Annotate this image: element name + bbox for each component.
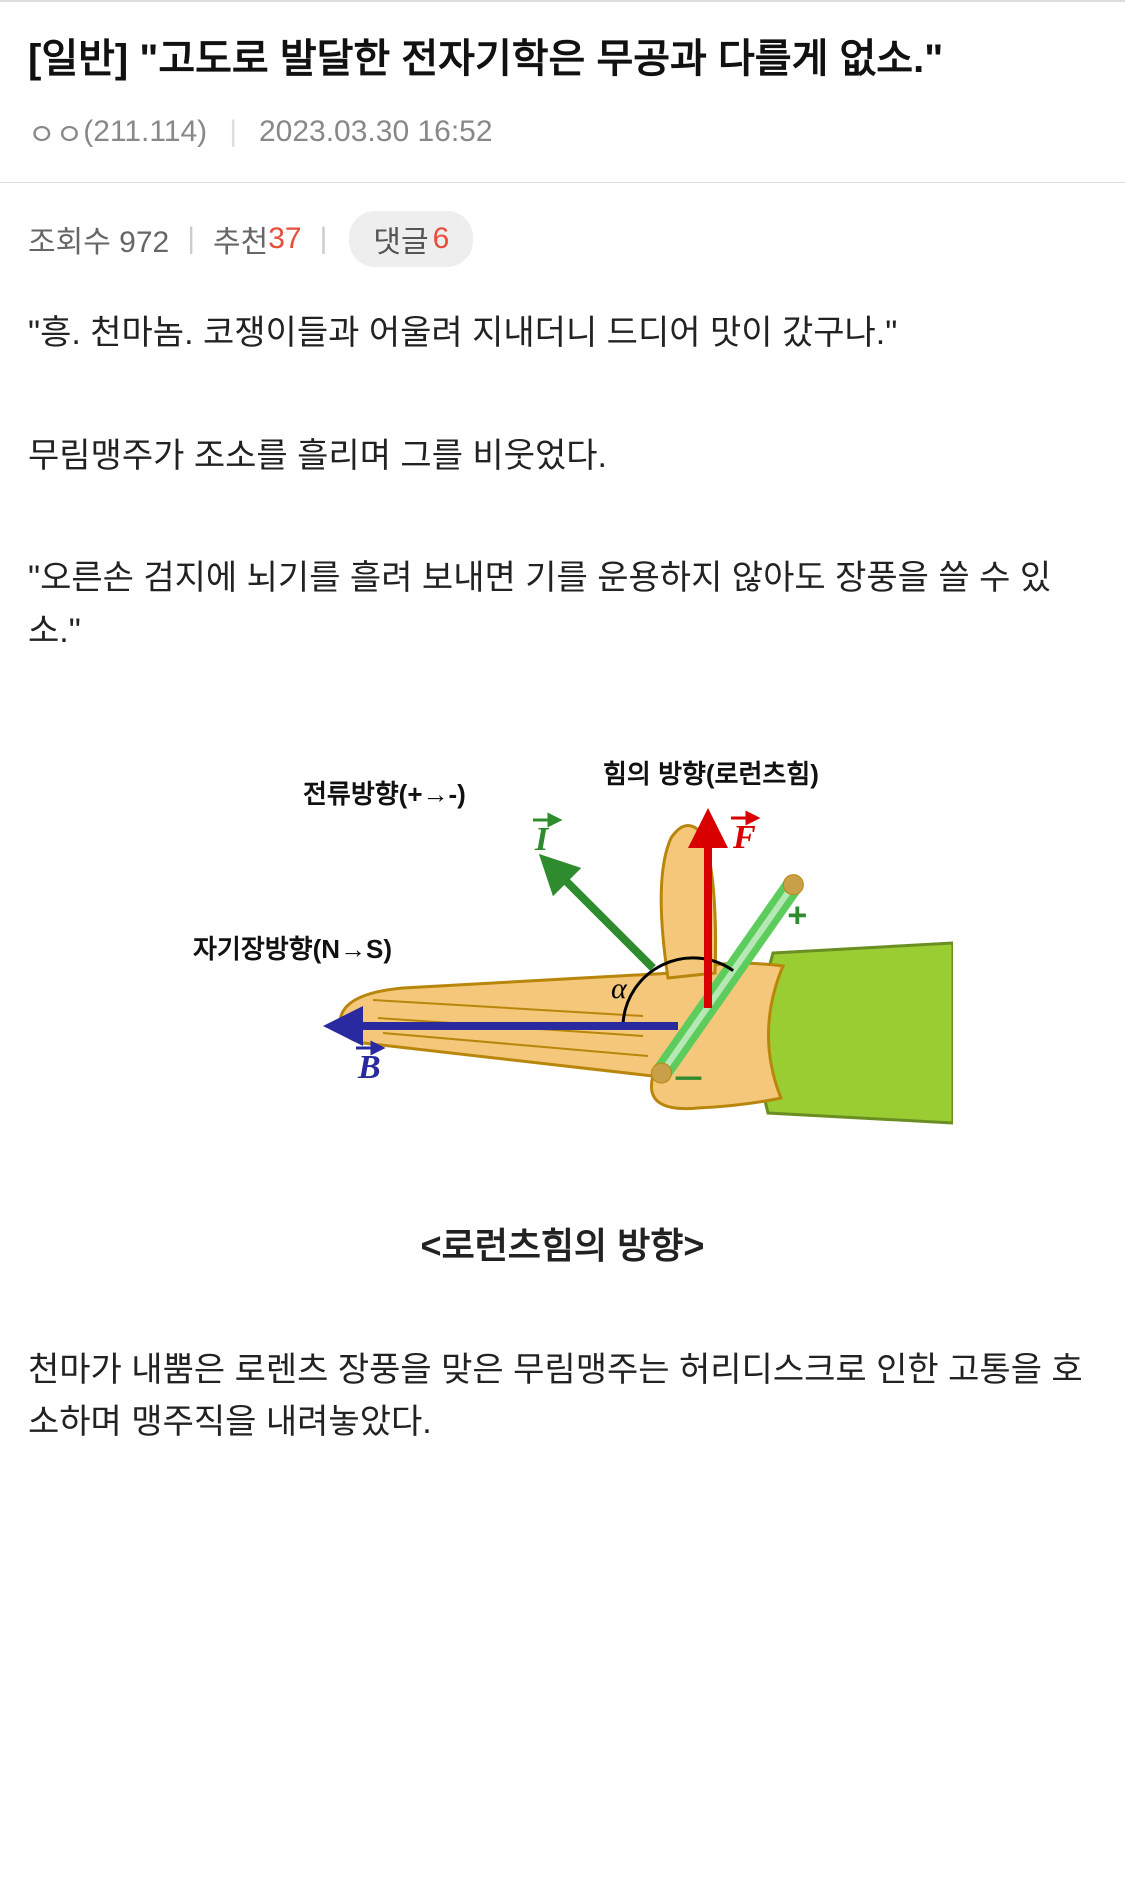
recommend-label: 추천 (213, 217, 268, 261)
post-date: 2023.03.30 16:52 (259, 115, 493, 149)
lorentz-force-diagram: α － + I F B 전류방향(+→-) 힘의 방향(로런츠힘) 자기장방향(N→S) (173, 728, 953, 1188)
paragraph-2: 무림맹주가 조소를 흘리며 그를 비웃었다. (28, 430, 1097, 483)
recommend-count: 37 (268, 222, 301, 256)
svg-text:－: － (671, 1061, 705, 1099)
views-count: 조회수 972 (28, 217, 169, 261)
post-content: "흥. 천마놈. 코쟁이들과 어울려 지내더니 드디어 맛이 갔구나." 무림맹… (0, 267, 1125, 1547)
svg-text:F: F (732, 819, 756, 856)
svg-text:I: I (534, 821, 550, 858)
svg-text:+: + (787, 896, 807, 934)
diagram-container: α － + I F B 전류방향(+→-) 힘의 방향(로런츠힘) 자기장방향(N→S) <로런… (28, 728, 1097, 1274)
paragraph-3: "오른손 검지에 뇌기를 흘려 보내면 기를 운용하지 않아도 장풍을 쓸 수 … (28, 552, 1097, 657)
svg-text:힘의 방향(로런츠힘): 힘의 방향(로런츠힘) (603, 759, 819, 789)
author-name[interactable]: ㅇㅇ (28, 110, 83, 154)
author-ip: (211.114) (83, 115, 207, 149)
paragraph-4: 천마가 내뿜은 로렌츠 장풍을 맞은 무림맹주는 허리디스크로 인한 고통을 호… (28, 1344, 1097, 1449)
post-stats: 조회수 972 | 추천 37 | 댓글 6 (0, 183, 1125, 267)
svg-text:전류방향(+→-): 전류방향(+→-) (303, 779, 466, 809)
post-title: [일반] "고도로 발달한 전자기학은 무공과 다를게 없소." (28, 32, 1097, 86)
comment-label: 댓글 (373, 217, 428, 261)
svg-text:α: α (611, 972, 628, 1005)
post-meta: ㅇㅇ (211.114) | 2023.03.30 16:52 (28, 110, 1097, 154)
comment-count: 6 (433, 222, 450, 256)
stats-separator: | (187, 222, 195, 256)
paragraph-1: "흥. 천마놈. 코쟁이들과 어울려 지내더니 드디어 맛이 갔구나." (28, 307, 1097, 360)
comment-pill[interactable]: 댓글 6 (349, 211, 473, 267)
post-header: [일반] "고도로 발달한 전자기학은 무공과 다를게 없소." ㅇㅇ (211… (0, 0, 1125, 183)
svg-text:B: B (357, 1049, 381, 1086)
meta-separator: | (229, 115, 237, 149)
diagram-caption: <로런츠힘의 방향> (28, 1218, 1097, 1274)
svg-text:자기장방향(N→S): 자기장방향(N→S) (193, 934, 392, 964)
stats-separator: | (320, 222, 328, 256)
